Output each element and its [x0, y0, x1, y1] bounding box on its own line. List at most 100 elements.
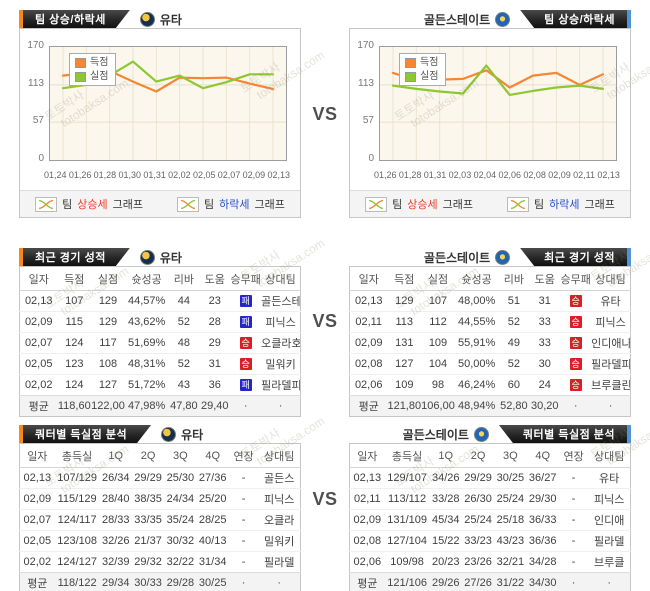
x-tick: 01,28	[93, 170, 117, 180]
cell: 115	[57, 311, 92, 333]
win-badge: 승	[239, 337, 252, 350]
column-header: 일자	[19, 443, 55, 468]
cell: 필라델	[258, 551, 301, 573]
table-row: 02,02 124/127 32/39 29/32 32/22 31/34- 필라델	[19, 551, 301, 573]
cell: 30	[529, 353, 561, 375]
cell: 124	[57, 374, 92, 396]
cell: 129	[91, 290, 125, 312]
loss-badge: 패	[239, 295, 252, 308]
cell: 36	[199, 374, 231, 396]
cell: 31	[199, 353, 231, 375]
tab-trend-right: 팀 상승/하락세	[520, 10, 631, 28]
cell: -	[558, 467, 589, 489]
average-row: 평균 118/122 29/34 30/33 29/28 30/25 · ·	[19, 572, 301, 591]
cell: 38/35	[131, 488, 165, 510]
average-cell: 48,94%	[454, 395, 499, 417]
average-cell: 121/106	[384, 572, 430, 591]
result-cell: 승	[560, 290, 592, 312]
tab-recent-right: 최근 경기 성적	[520, 248, 631, 266]
link-text: 팀	[534, 199, 545, 211]
loss-badge: 패	[239, 316, 252, 329]
rise-graph-link[interactable]: 팀 상승세 그래프	[365, 196, 473, 212]
quarters-tab-row-right: 골든스테이트 쿼터별 득실점 분석	[349, 425, 631, 443]
tab-title: 팀 상승/하락세	[520, 10, 627, 28]
cell: -	[558, 530, 589, 552]
x-tick: 02,06	[498, 170, 521, 180]
header-row: 일자 총득실 1Q 2Q 3Q 4Q 연장 상대팀	[349, 443, 631, 468]
column-header: 리바	[168, 266, 200, 291]
y-tick: 113	[358, 78, 374, 89]
x-tick: 02,11	[573, 170, 595, 180]
x-tick: 01,26	[68, 170, 92, 180]
column-header: 실점	[91, 266, 125, 291]
cell: 유타	[588, 467, 631, 489]
fall-graph-icon	[177, 196, 199, 212]
chart-area-utah: 170 113 57 0 득점 실점	[20, 29, 300, 167]
cell: 131	[387, 332, 422, 354]
golden-state-logo-icon	[495, 11, 511, 27]
column-header: 2Q	[131, 443, 165, 468]
column-header: 연장	[228, 443, 259, 468]
cell: 26/30	[461, 488, 495, 510]
x-tick: 02,04	[473, 170, 497, 180]
y-tick: 57	[362, 115, 374, 126]
orange-accent-bar	[19, 425, 23, 443]
table-row: 02,11 113 112 44,55% 52 33 승 피닉스	[349, 311, 631, 333]
rise-graph-link[interactable]: 팀 상승세 그래프	[35, 196, 143, 212]
table-row: 02,08 127 104 50,00% 52 30 승 필라델피	[349, 353, 631, 375]
cell: 52	[498, 353, 530, 375]
header-row: 일자 득점 실점 슛성공 리바 도움 승무패 상대팀	[349, 266, 631, 291]
average-cell: ·	[591, 395, 631, 417]
legend-entry-scored: 득점	[405, 57, 438, 68]
link-text-fall: 하락세	[219, 199, 250, 211]
cell: 33	[529, 311, 561, 333]
cell: 123	[57, 353, 92, 375]
tab-quarters-left: 쿼터별 득실점 분석	[19, 425, 151, 443]
cell: 33/35	[131, 509, 165, 531]
cell: 02,13	[19, 290, 58, 312]
average-cell: 29/28	[164, 572, 197, 591]
cell: 124/127	[54, 551, 100, 573]
average-row: 평균 121/106 29/26 27/26 31/22 34/30 · ·	[349, 572, 631, 591]
average-cell: 52,80	[498, 395, 530, 417]
utah-jazz-logo-icon	[139, 249, 155, 265]
cell: 26/34	[99, 467, 132, 489]
table-row: 02,06 109/98 20/23 23/26 32/21 34/28- 브루클	[349, 551, 631, 573]
cell: 32/22	[164, 551, 197, 573]
cell: 오클라호	[261, 332, 301, 354]
average-row: 평균 118,60 122,00 47,98% 47,80 29,40 · ·	[19, 395, 301, 417]
x-tick: 02,07	[217, 170, 241, 180]
cell: 52	[168, 311, 200, 333]
tab-title: 최근 경기 성적	[520, 248, 627, 266]
cell: 02,13	[19, 467, 55, 489]
link-text: 팀	[204, 199, 215, 211]
link-text-fall: 하락세	[549, 199, 580, 211]
cell: 51	[498, 290, 530, 312]
column-header: 도움	[529, 266, 561, 291]
fall-graph-link[interactable]: 팀 하락세 그래프	[177, 196, 285, 212]
cell: 28	[199, 311, 231, 333]
result-cell: 패	[230, 311, 262, 333]
team-label-golden-state: 골든스테이트	[403, 425, 489, 443]
x-tick: 02,09	[548, 170, 571, 180]
cell: 31/34	[196, 551, 229, 573]
column-header: 일자	[349, 443, 385, 468]
team-label-golden-state: 골든스테이트	[424, 248, 511, 266]
cell: 02,11	[349, 488, 385, 510]
tab-title: 최근 경기 성적	[23, 248, 130, 266]
x-tick: 02,03	[448, 170, 472, 180]
average-cell: 122,00	[91, 395, 125, 417]
cell: 골든스	[258, 467, 301, 489]
column-header: 도움	[199, 266, 231, 291]
recent-panel-utah: 최근 경기 성적 유타 일자 득점 실점 슛성공 리바 도움 승무패 상대팀 02,13 107 1…	[19, 248, 301, 417]
cell: 오클라	[258, 509, 301, 531]
recent-tab-row-right: 골든스테이트 최근 경기 성적	[349, 248, 631, 266]
cell: 29/29	[131, 467, 165, 489]
cell: 02,06	[349, 551, 385, 573]
cell: 44	[168, 290, 200, 312]
fall-graph-link[interactable]: 팀 하락세 그래프	[507, 196, 615, 212]
link-text: 그래프	[112, 199, 143, 211]
vs-label-charts: VS	[312, 104, 338, 124]
column-header: 상대팀	[591, 266, 631, 291]
x-tick: 02,08	[523, 170, 546, 180]
